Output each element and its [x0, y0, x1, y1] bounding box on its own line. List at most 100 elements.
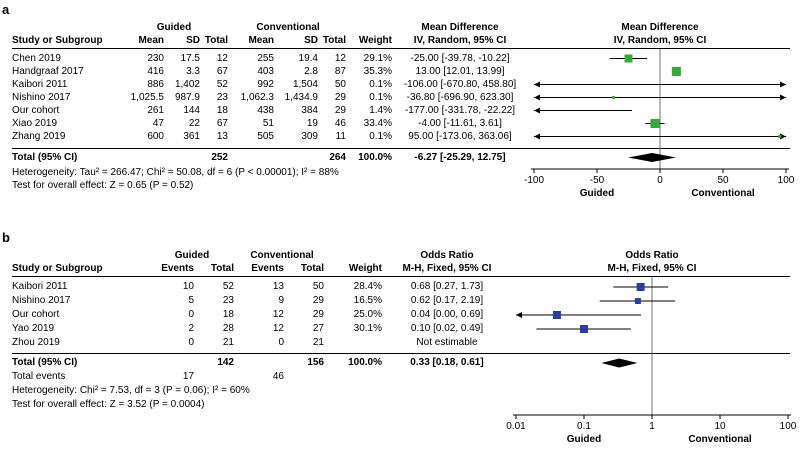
tick-label: 100: [780, 421, 797, 432]
study-cell: 9: [278, 295, 284, 306]
method-header: M-H, Fixed, 95% CI: [607, 263, 697, 274]
header-rule: [12, 276, 790, 277]
column-header: Total: [210, 263, 234, 274]
study-cell: 28: [222, 323, 234, 334]
study-cell: 12: [272, 309, 284, 320]
total-events-group1: 17: [182, 371, 194, 382]
total-events-label: Total events: [12, 371, 66, 382]
tick-label: -50: [590, 175, 605, 186]
study-cell: 0: [188, 337, 194, 348]
study-cell: 12: [334, 53, 346, 64]
column-header: Total: [322, 35, 346, 46]
column-header: Mean: [248, 35, 274, 46]
total-n-group1: 252: [211, 152, 228, 163]
effect-marker: [552, 311, 561, 319]
column-header: Mean: [138, 35, 164, 46]
study-cell: 29: [312, 309, 324, 320]
study-cell: 416: [147, 66, 164, 77]
study-cell: 361: [183, 131, 200, 142]
study-cell: 1.4%: [369, 105, 392, 116]
group1-header: Guided: [174, 250, 210, 261]
study-cell: 13: [272, 281, 284, 292]
total-n-group2: 156: [307, 357, 324, 368]
effect-marker: [624, 54, 633, 63]
tick-label: 0.1: [577, 421, 591, 432]
study-cell: 1,434.9: [284, 92, 318, 103]
column-header: Events: [251, 263, 284, 274]
tick-label: 1: [649, 421, 655, 432]
ci-text: 0.68 [0.27, 1.73]: [410, 281, 484, 292]
total-rule: [12, 148, 790, 149]
study-cell: 67: [216, 66, 228, 77]
method-header: IV, Random, 95% CI: [613, 35, 707, 46]
study-cell: 5: [188, 295, 194, 306]
study-cell: 10: [182, 281, 194, 292]
total-label: Total (95% CI): [12, 357, 78, 368]
study-cell: 600: [147, 131, 164, 142]
study-cell: 0.1%: [369, 131, 392, 142]
study-cell: 12: [272, 323, 284, 334]
tick-label: 10: [714, 421, 726, 432]
study-name: Kaibori 2011: [12, 281, 68, 292]
effect-marker: [636, 283, 645, 291]
column-header: SD: [186, 35, 200, 46]
panel-label: a: [2, 2, 10, 17]
tick-label: 0.01: [506, 421, 526, 432]
study-cell: 992: [257, 79, 274, 90]
study-cell: 22: [188, 118, 200, 129]
heterogeneity-note: Heterogeneity: Chi² = 7.53, df = 3 (P = …: [12, 385, 250, 396]
panel-label: b: [2, 230, 10, 245]
study-cell: 1,062.3: [240, 92, 274, 103]
study-name: Chen 2019: [12, 53, 61, 64]
forest-plot: -100 -50 0 50 100 Guided Conventional: [524, 49, 795, 199]
arrow-right-icon: [780, 94, 786, 101]
column-header: Weight: [348, 263, 382, 274]
study-cell: 35.3%: [363, 66, 392, 77]
ci-text: 0.04 [0.00, 0.69]: [410, 309, 484, 320]
study-name: Zhang 2019: [12, 131, 66, 142]
effect-marker: [650, 119, 660, 128]
study-cell: 21: [222, 337, 234, 348]
study-cell: 0.1%: [369, 79, 392, 90]
study-cell: 16.5%: [353, 295, 382, 306]
group2-header: Conventional: [250, 250, 314, 261]
study-cell: 18: [222, 309, 234, 320]
arrow-left-icon: [516, 312, 522, 318]
study-cell: 309: [301, 131, 318, 142]
total-diamond: [628, 153, 677, 162]
study-name: Nishino 2017: [12, 92, 71, 103]
study-cell: 29: [312, 295, 324, 306]
study-cell: 230: [147, 53, 164, 64]
total-ci-text: -6.27 [-25.29, 12.75]: [414, 152, 506, 163]
axis-label-left: Guided: [567, 434, 601, 445]
study-cell: 67: [216, 118, 228, 129]
total-rule: [12, 353, 790, 354]
tick-label: 100: [778, 175, 795, 186]
effect-marker: [671, 67, 681, 76]
tick-label: 0: [657, 175, 663, 186]
overall-effect-note: Test for overall effect: Z = 3.52 (P = 0…: [12, 399, 205, 410]
study-cell: 1,402: [174, 79, 200, 90]
study-name: Xiao 2019: [12, 118, 58, 129]
study-cell: 403: [257, 66, 274, 77]
total-n-group1: 142: [217, 357, 234, 368]
study-cell: 18: [216, 105, 228, 116]
study-cell: 13: [216, 131, 228, 142]
study-cell: 0: [188, 309, 194, 320]
study-cell: 21: [312, 337, 324, 348]
study-cell: 19.4: [298, 53, 318, 64]
arrow-left-icon: [534, 94, 540, 101]
study-cell: 1,025.5: [130, 92, 164, 103]
effect-measure-header: Odds Ratio: [420, 250, 474, 261]
study-cell: 3.3: [186, 66, 200, 77]
study-cell: 2.8: [304, 66, 318, 77]
effect-measure-plot-header: Mean Difference: [621, 22, 699, 33]
study-cell: 23: [222, 295, 234, 306]
study-cell: 33.4%: [363, 118, 392, 129]
total-diamond: [601, 358, 638, 368]
ci-text: 95.00 [-173.06, 363.06]: [408, 131, 512, 142]
effect-measure-header: Mean Difference: [421, 22, 499, 33]
effect-marker: [634, 298, 641, 304]
study-name: Yao 2019: [12, 323, 55, 334]
effect-measure-plot-header: Odds Ratio: [625, 250, 679, 261]
